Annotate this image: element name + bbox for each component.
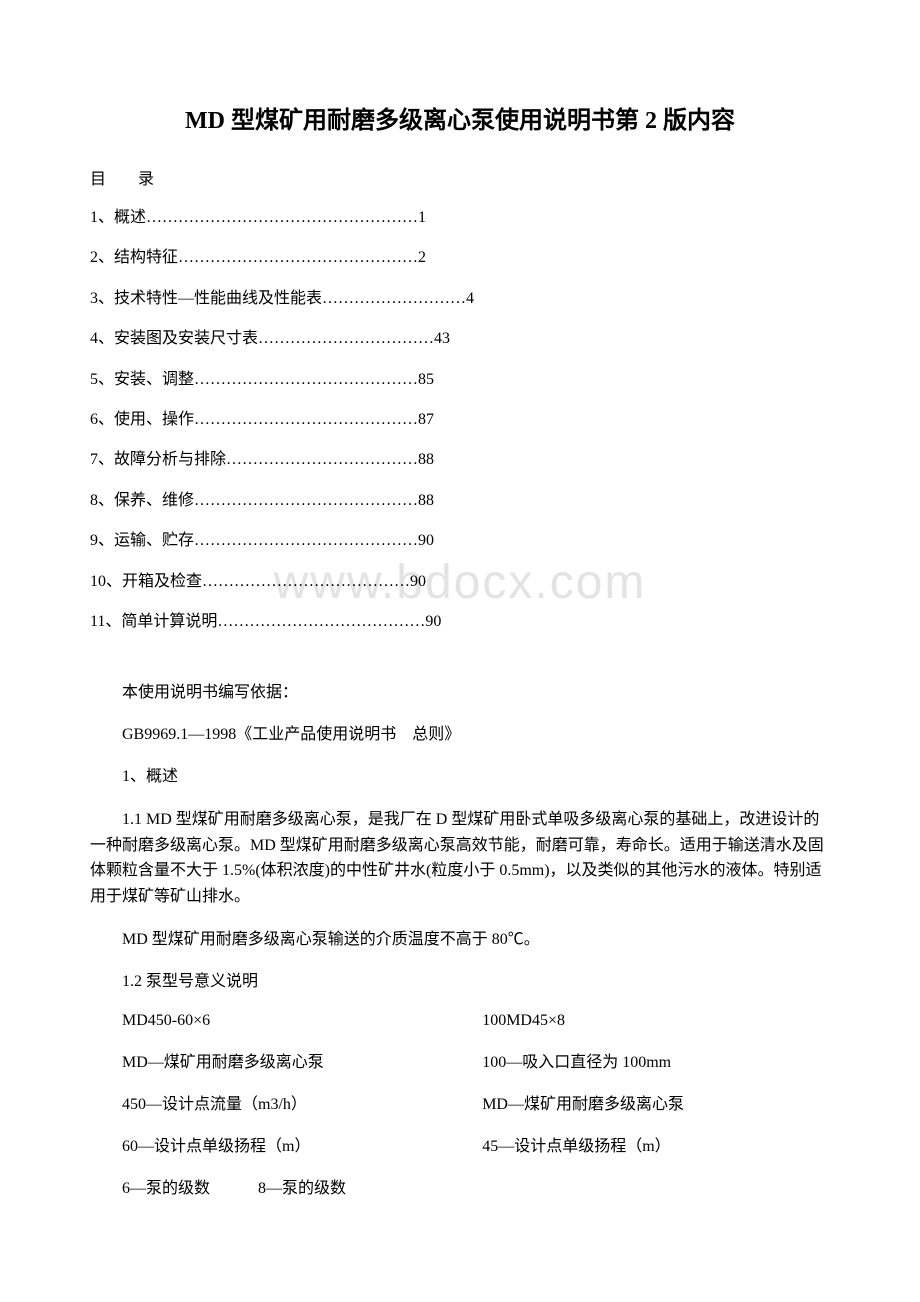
model-row: 60—设计点单级扬程（m） 45—设计点单级扬程（m） — [90, 1132, 830, 1156]
section-1-header: 1、概述 — [90, 765, 830, 789]
section-1-2-header: 1.2 泵型号意义说明 — [90, 970, 830, 994]
toc-item: 10、开箱及检查…………………………………90 — [90, 571, 830, 593]
section-1-1-text: 1.1 MD 型煤矿用耐磨多级离心泵，是我厂在 D 型煤矿用卧式单吸多级离心泵的… — [90, 807, 830, 909]
toc-item: 3、技术特性—性能曲线及性能表………………………4 — [90, 288, 830, 310]
toc-item: 1、概述……………………………………………1 — [90, 207, 830, 229]
toc-item: 9、运输、贮存……………………………………90 — [90, 530, 830, 552]
model-left: 60—设计点单级扬程（m） — [90, 1132, 438, 1156]
model-left: MD—煤矿用耐磨多级离心泵 — [90, 1048, 438, 1072]
model-right: 100MD45×8 — [482, 1012, 830, 1030]
model-row: MD—煤矿用耐磨多级离心泵 100—吸入口直径为 100mm — [90, 1048, 830, 1072]
model-left: 6—泵的级数 8—泵的级数 — [90, 1174, 438, 1198]
toc-header: 目 录 — [90, 165, 830, 189]
document-title: MD 型煤矿用耐磨多级离心泵使用说明书第 2 版内容 — [90, 100, 830, 135]
model-row: MD450-60×6 100MD45×8 — [90, 1012, 830, 1030]
model-row: 6—泵的级数 8—泵的级数 — [90, 1174, 830, 1198]
toc-item: 8、保养、维修……………………………………88 — [90, 490, 830, 512]
basis-label: 本使用说明书编写依据： — [90, 681, 830, 705]
model-right: 45—设计点单级扬程（m） — [482, 1132, 830, 1156]
document-content: MD 型煤矿用耐磨多级离心泵使用说明书第 2 版内容 目 录 1、概述……………… — [90, 100, 830, 1198]
model-right — [482, 1174, 830, 1198]
section-1-temp: MD 型煤矿用耐磨多级离心泵输送的介质温度不高于 80℃。 — [90, 928, 830, 952]
toc-item: 5、安装、调整……………………………………85 — [90, 369, 830, 391]
model-row: 450—设计点流量（m3/h） MD—煤矿用耐磨多级离心泵 — [90, 1090, 830, 1114]
toc-item: 7、故障分析与排除………………………………88 — [90, 449, 830, 471]
toc-item: 4、安装图及安装尺寸表……………………………43 — [90, 328, 830, 350]
basis-text: GB9969.1—1998《工业产品使用说明书 总则》 — [90, 723, 830, 747]
model-left: 450—设计点流量（m3/h） — [90, 1090, 438, 1114]
model-right: 100—吸入口直径为 100mm — [482, 1048, 830, 1072]
toc-item: 11、简单计算说明…………………………………90 — [90, 611, 830, 633]
toc-item: 2、结构特征………………………………………2 — [90, 247, 830, 269]
model-right: MD—煤矿用耐磨多级离心泵 — [482, 1090, 830, 1114]
model-left: MD450-60×6 — [90, 1012, 438, 1030]
toc-item: 6、使用、操作……………………………………87 — [90, 409, 830, 431]
